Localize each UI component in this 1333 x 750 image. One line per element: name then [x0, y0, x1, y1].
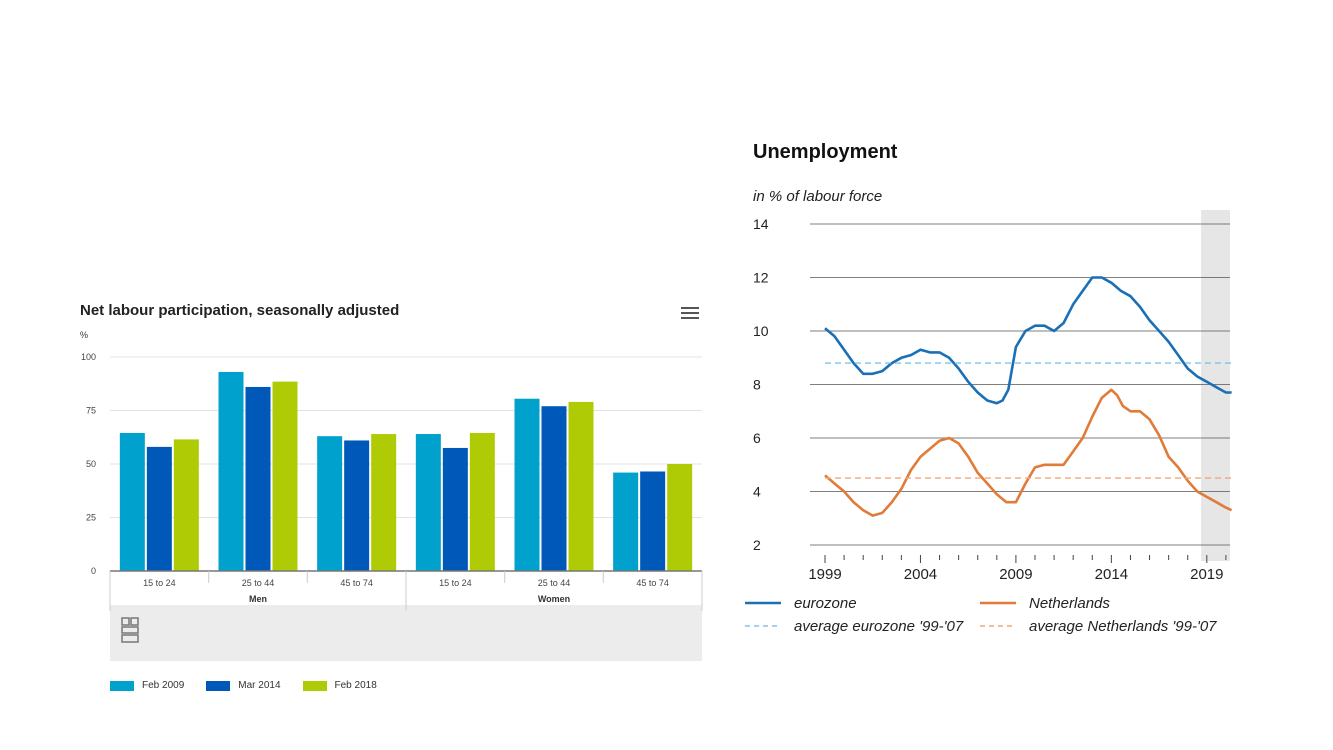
- y-tick-label: 12: [753, 270, 769, 286]
- y-axis-label: in % of labour force: [753, 188, 883, 205]
- bar: [640, 471, 666, 571]
- legend-item[interactable]: Mar 2014: [206, 680, 281, 691]
- legend-label: average eurozone '99-'07: [794, 618, 964, 635]
- chart-footer: [110, 605, 702, 661]
- group-label: Men: [249, 594, 267, 604]
- bar: [317, 436, 343, 571]
- x-tick-label: 25 to 44: [242, 578, 275, 588]
- bar: [371, 434, 397, 571]
- y-tick-label: 100: [81, 352, 96, 362]
- x-tick-label: 2014: [1095, 566, 1128, 583]
- chart-title: Unemployment: [753, 141, 898, 163]
- bar: [613, 472, 639, 571]
- x-tick-label: 15 to 24: [439, 578, 472, 588]
- bar: [514, 398, 540, 571]
- x-tick-label: 45 to 74: [340, 578, 373, 588]
- legend-item[interactable]: Feb 2009: [110, 680, 184, 691]
- chart-title: Net labour participation, seasonally adj…: [80, 302, 400, 319]
- y-tick-label: 10: [753, 323, 769, 339]
- bar: [173, 439, 199, 571]
- x-tick-label: 2004: [904, 566, 937, 583]
- legend-label: Netherlands: [1029, 595, 1110, 612]
- chart-legend: Feb 2009 Mar 2014 Feb 2018: [110, 680, 377, 691]
- labour-participation-chart: Net labour participation, seasonally adj…: [70, 295, 720, 715]
- legend-swatch: [206, 680, 231, 691]
- y-tick-label: 14: [753, 216, 769, 232]
- bar: [218, 371, 244, 571]
- y-tick-label: 75: [86, 406, 96, 416]
- series-line: [824, 388, 1233, 517]
- y-tick-label: 0: [91, 566, 96, 576]
- x-tick-label: 25 to 44: [538, 578, 571, 588]
- bar-chart-plot: 0 25 50 75 100 15 to 24 25 to 44 45 to 74 15 to …: [81, 352, 703, 611]
- hamburger-menu-icon[interactable]: [681, 307, 699, 321]
- y-tick-label: 25: [86, 513, 96, 523]
- bar: [415, 434, 441, 571]
- y-tick-label: 2: [753, 537, 761, 553]
- bar: [442, 447, 468, 571]
- legend-label: Mar 2014: [238, 680, 281, 691]
- bar: [568, 401, 594, 571]
- series-line: [824, 276, 1232, 405]
- x-tick-label: 45 to 74: [636, 578, 669, 588]
- bar: [119, 432, 145, 571]
- y-tick-label: 8: [753, 377, 761, 393]
- legend-label: eurozone: [794, 595, 857, 612]
- x-tick-label: 1999: [808, 566, 841, 583]
- y-tick-label: 4: [753, 484, 761, 500]
- group-label: Women: [538, 594, 570, 604]
- bar: [272, 381, 298, 571]
- cbs-logo-icon: [121, 617, 139, 643]
- legend-label: Feb 2009: [142, 680, 185, 691]
- x-tick-label: 2009: [999, 566, 1032, 583]
- bar: [245, 386, 271, 571]
- legend-swatch: [302, 680, 327, 691]
- legend-label: average Netherlands '99-'07: [1029, 618, 1217, 635]
- bar: [146, 446, 172, 571]
- y-tick-label: 50: [86, 459, 96, 469]
- x-tick-label: 15 to 24: [143, 578, 176, 588]
- legend-swatch: [110, 680, 134, 691]
- x-tick-label: 2019: [1190, 566, 1223, 583]
- bar: [344, 440, 370, 571]
- bar: [541, 406, 567, 571]
- y-axis-unit: %: [80, 330, 89, 340]
- legend-label: Feb 2018: [334, 680, 377, 691]
- bar: [667, 464, 693, 571]
- legend-item[interactable]: Feb 2018: [302, 680, 377, 691]
- bar: [469, 432, 495, 571]
- unemployment-chart: Unemployment in % of labour force 2 4 6 8 10…: [740, 135, 1260, 655]
- line-chart-plot: 2 4 6 8 10 12 14 1999 2004 2009 2014 2019 eurozone Ne…: [745, 210, 1233, 635]
- y-tick-label: 6: [753, 430, 761, 446]
